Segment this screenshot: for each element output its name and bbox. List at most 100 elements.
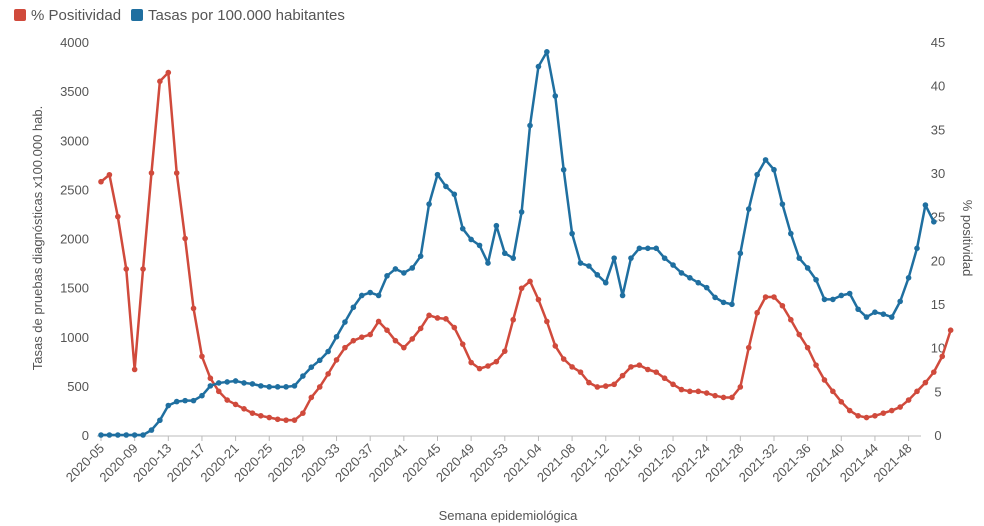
data-point-positividad[interactable] [527,278,533,285]
data-point-positividad[interactable] [695,388,702,395]
data-point-tasas[interactable] [308,364,315,371]
data-point-positividad[interactable] [485,363,491,369]
data-point-positividad[interactable] [165,69,172,76]
data-point-positividad[interactable] [670,381,676,388]
data-point-tasas[interactable] [342,319,348,325]
data-point-positividad[interactable] [914,388,920,395]
data-point-positividad[interactable] [577,369,584,375]
data-point-tasas[interactable] [283,384,289,390]
data-point-tasas[interactable] [207,383,214,389]
data-point-tasas[interactable] [241,380,247,386]
data-point-positividad[interactable] [939,353,946,360]
data-point-tasas[interactable] [922,202,929,208]
data-point-positividad[interactable] [148,170,155,176]
data-point-tasas[interactable] [392,266,399,272]
data-point-tasas[interactable] [779,201,786,207]
data-point-tasas[interactable] [645,245,651,252]
data-point-positividad[interactable] [384,327,390,334]
data-point-positividad[interactable] [401,344,407,351]
data-point-positividad[interactable] [729,394,735,401]
data-point-positividad[interactable] [476,365,483,372]
data-point-positividad[interactable] [173,170,180,176]
data-point-positividad[interactable] [535,296,542,303]
data-point-positividad[interactable] [645,366,651,373]
data-point-tasas[interactable] [653,245,660,252]
data-point-positividad[interactable] [745,344,752,351]
data-point-tasas[interactable] [729,301,735,308]
data-point-tasas[interactable] [804,265,811,271]
data-point-positividad[interactable] [703,390,710,396]
data-point-positividad[interactable] [687,388,693,395]
data-point-positividad[interactable] [274,416,281,423]
data-point-positividad[interactable] [98,178,104,185]
data-point-tasas[interactable] [190,397,197,404]
data-point-tasas[interactable] [602,279,609,286]
data-point-positividad[interactable] [459,341,466,347]
data-point-tasas[interactable] [821,296,828,303]
data-point-positividad[interactable] [358,334,365,340]
data-point-positividad[interactable] [106,171,113,178]
data-point-positividad[interactable] [855,412,861,419]
legend-item-positividad[interactable]: % Positividad [14,7,121,24]
data-point-positividad[interactable] [182,235,188,242]
data-point-tasas[interactable] [224,379,230,385]
data-point-positividad[interactable] [493,358,500,365]
data-point-tasas[interactable] [459,225,466,232]
data-point-tasas[interactable] [914,245,920,252]
data-point-tasas[interactable] [232,378,239,384]
data-point-positividad[interactable] [830,388,836,395]
data-point-positividad[interactable] [367,331,373,338]
data-point-tasas[interactable] [375,292,382,299]
data-point-positividad[interactable] [291,417,298,423]
data-point-tasas[interactable] [745,206,752,212]
data-point-tasas[interactable] [140,432,146,438]
legend-item-tasas[interactable]: Tasas por 100.000 habitantes [131,7,345,24]
data-point-tasas[interactable] [115,432,121,438]
data-point-positividad[interactable] [266,414,273,421]
data-point-tasas[interactable] [712,294,718,301]
data-point-tasas[interactable] [737,250,744,257]
data-point-positividad[interactable] [636,362,643,368]
data-point-tasas[interactable] [274,384,281,390]
data-point-tasas[interactable] [417,253,424,259]
data-point-tasas[interactable] [788,230,794,237]
data-point-positividad[interactable] [947,327,954,334]
data-point-tasas[interactable] [434,171,441,178]
data-point-tasas[interactable] [384,273,390,279]
data-point-tasas[interactable] [199,392,205,399]
data-point-tasas[interactable] [409,265,416,271]
data-point-positividad[interactable] [712,392,718,399]
data-point-positividad[interactable] [560,356,567,362]
data-point-positividad[interactable] [552,343,559,349]
data-point-tasas[interactable] [880,311,887,317]
data-point-tasas[interactable] [695,279,702,286]
data-point-tasas[interactable] [367,289,373,296]
data-point-tasas[interactable] [628,255,634,261]
data-point-positividad[interactable] [426,312,432,319]
data-point-positividad[interactable] [375,318,382,325]
data-point-positividad[interactable] [602,383,609,389]
data-point-positividad[interactable] [863,414,870,421]
data-point-positividad[interactable] [115,213,121,220]
data-point-tasas[interactable] [123,432,130,438]
data-point-positividad[interactable] [779,302,786,309]
data-point-tasas[interactable] [552,93,559,99]
data-point-positividad[interactable] [308,394,315,401]
data-point-positividad[interactable] [754,309,760,316]
data-point-positividad[interactable] [838,399,845,405]
data-point-tasas[interactable] [468,236,474,243]
data-point-positividad[interactable] [586,379,592,386]
data-point-tasas[interactable] [451,191,458,198]
data-point-tasas[interactable] [182,397,188,404]
data-point-tasas[interactable] [249,381,256,387]
data-point-positividad[interactable] [224,397,230,403]
data-point-tasas[interactable] [586,263,592,269]
data-point-tasas[interactable] [577,260,584,266]
data-point-positividad[interactable] [628,364,634,370]
data-point-tasas[interactable] [594,272,601,278]
data-point-tasas[interactable] [678,270,685,276]
data-point-positividad[interactable] [813,362,819,368]
data-point-tasas[interactable] [350,304,357,311]
data-point-positividad[interactable] [325,371,331,377]
data-point-tasas[interactable] [687,275,693,281]
